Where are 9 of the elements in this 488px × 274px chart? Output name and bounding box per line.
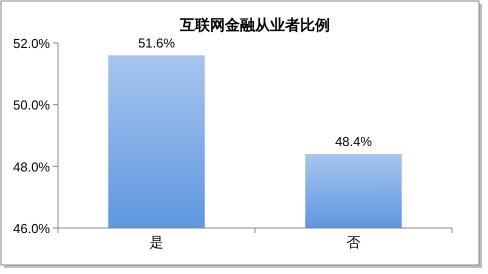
y-tick-label: 46.0%: [13, 221, 50, 236]
data-label: 51.6%: [138, 35, 176, 50]
x-tick-label: 否: [346, 234, 360, 250]
y-tick-label: 50.0%: [13, 98, 50, 113]
y-tick-label: 48.0%: [13, 159, 50, 174]
chart-title: 互联网金融从业者比例: [179, 17, 330, 34]
y-tick-label: 52.0%: [13, 36, 50, 51]
x-tick-label: 是: [150, 234, 164, 250]
data-label: 48.4%: [335, 134, 372, 149]
